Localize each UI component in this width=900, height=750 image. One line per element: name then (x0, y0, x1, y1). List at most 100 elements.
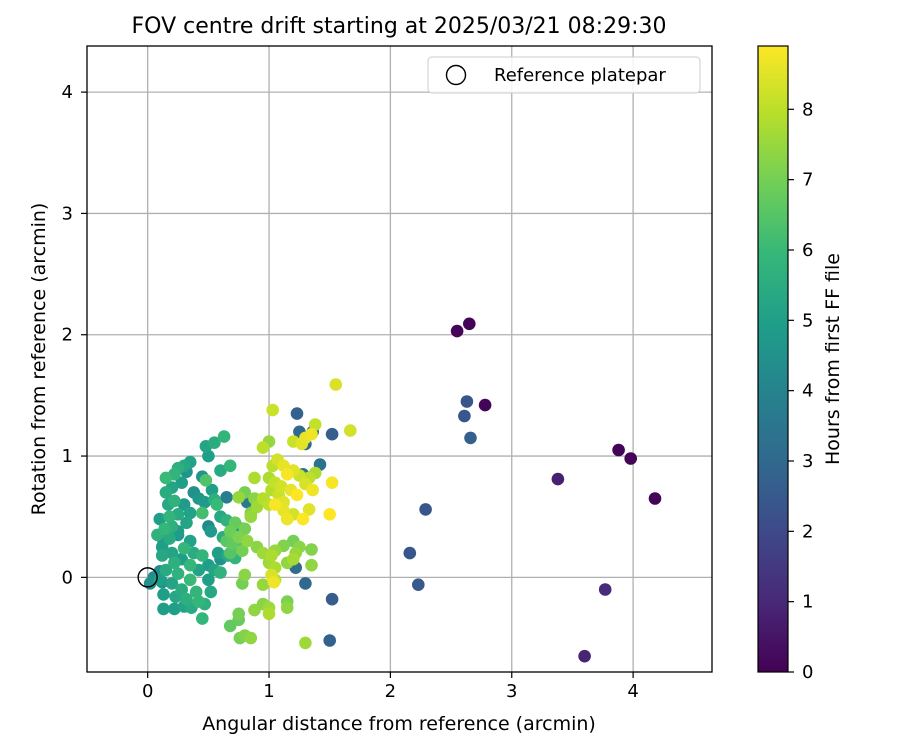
data-point (189, 585, 203, 599)
data-point (325, 476, 339, 490)
data-point (419, 503, 432, 516)
data-point (198, 495, 211, 509)
data-point (220, 491, 233, 504)
data-point (159, 486, 173, 499)
colorbar-tick-label: 7 (802, 170, 813, 191)
data-point (180, 592, 193, 606)
data-point (196, 549, 209, 562)
data-point (202, 573, 215, 587)
data-point (204, 585, 218, 599)
data-point (180, 516, 193, 530)
colorbar-tick-label: 5 (802, 310, 813, 331)
data-point (268, 498, 282, 511)
data-point (578, 649, 591, 663)
colorbar: 0 1 2 3 4 5 6 7 8 Hours from first FF file (757, 45, 844, 683)
data-point (280, 601, 294, 614)
data-point (248, 471, 261, 485)
data-point (267, 575, 281, 589)
colorbar-tick-label: 1 (802, 592, 813, 613)
colorbar-tick-label: 4 (802, 381, 813, 402)
data-point (168, 494, 181, 508)
data-point (612, 443, 625, 457)
data-point (214, 464, 227, 477)
data-point (159, 563, 173, 577)
data-point (256, 578, 270, 591)
data-point (329, 378, 343, 391)
data-point (450, 324, 464, 338)
x-tick-label: 3 (506, 681, 517, 702)
data-point (305, 427, 318, 441)
data-point (211, 546, 225, 560)
colorbar-label: Hours from first FF file (822, 253, 844, 465)
reference-platepar-marker-group (137, 567, 158, 588)
data-point (183, 506, 197, 520)
data-point (551, 472, 565, 486)
data-point (306, 483, 320, 497)
y-axis-ticks: 0 1 2 3 4 (62, 82, 87, 588)
colorbar-gradient (757, 45, 789, 673)
data-point (236, 544, 249, 557)
data-point (177, 542, 191, 555)
data-point (248, 603, 261, 617)
data-point (238, 568, 252, 582)
data-point (208, 436, 221, 450)
data-point (175, 583, 188, 596)
chart-title: FOV centre drift starting at 2025/03/21 … (132, 14, 667, 39)
colorbar-tick-label: 2 (802, 521, 813, 542)
data-point (175, 476, 188, 490)
data-point (157, 588, 170, 601)
data-point (280, 512, 294, 526)
data-point (210, 498, 224, 511)
y-tick-label: 0 (62, 567, 73, 588)
data-point (463, 317, 476, 331)
data-point (265, 549, 278, 562)
data-point (302, 503, 316, 516)
data-point (598, 583, 612, 596)
data-point (244, 631, 258, 645)
x-tick-label: 2 (385, 681, 396, 702)
data-point (163, 532, 176, 545)
data-point (165, 546, 179, 560)
y-axis-label: Rotation from reference (arcmin) (28, 203, 50, 516)
data-point (168, 556, 181, 570)
y-tick-label: 2 (62, 325, 73, 346)
data-point (183, 558, 197, 572)
data-point (244, 510, 258, 523)
data-point (199, 474, 213, 487)
data-point (262, 607, 276, 621)
colorbar-tick-label: 6 (802, 240, 813, 261)
data-point (256, 441, 270, 454)
data-point (325, 592, 339, 606)
legend-box (427, 56, 701, 94)
data-point (266, 403, 280, 417)
data-point (460, 395, 474, 408)
data-point (163, 510, 176, 523)
data-point (648, 492, 662, 505)
data-point (305, 543, 318, 556)
data-point (171, 567, 185, 580)
legend: Reference platepar (427, 56, 701, 94)
data-point (323, 508, 337, 521)
data-point (240, 534, 254, 548)
data-point (287, 552, 300, 566)
colorbar-tick-label: 0 (802, 662, 813, 683)
data-point (196, 506, 209, 520)
colorbar-ticks: 0 1 2 3 4 5 6 7 8 (788, 99, 813, 683)
y-tick-label: 4 (62, 82, 73, 103)
y-tick-label: 1 (62, 446, 73, 467)
data-point (274, 480, 288, 493)
data-point (458, 409, 471, 423)
data-point (308, 418, 322, 431)
data-point (159, 471, 173, 485)
legend-open-circle-icon (445, 64, 467, 86)
x-axis-ticks: 0 1 2 3 4 (142, 672, 639, 702)
data-point (624, 452, 637, 465)
data-point (168, 602, 181, 616)
legend-label-reference-platepar: Reference platepar (494, 65, 666, 86)
data-point (153, 512, 167, 526)
plot-frame (86, 45, 713, 673)
data-point (305, 558, 318, 572)
colorbar-tick-label: 8 (802, 99, 813, 120)
data-point (214, 566, 227, 579)
